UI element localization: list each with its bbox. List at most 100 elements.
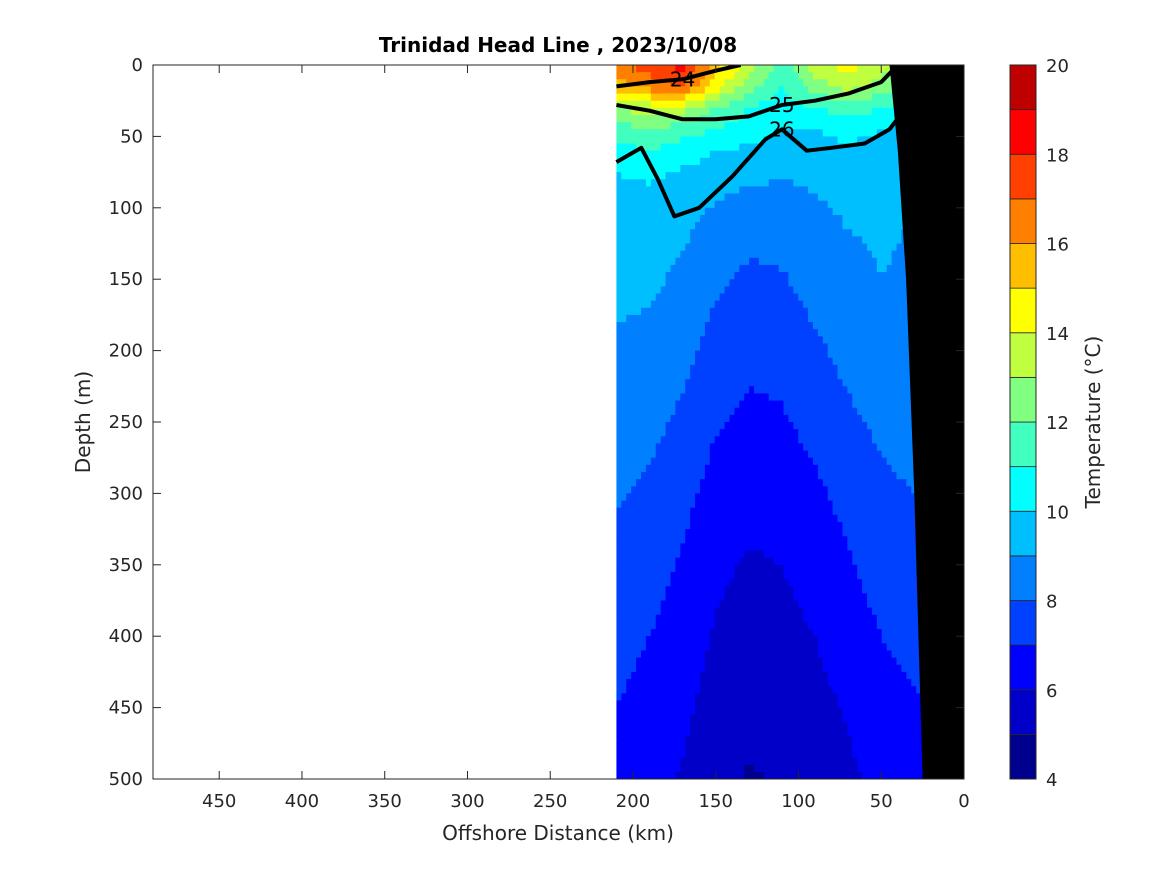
temperature-cell <box>636 250 642 259</box>
temperature-cell <box>636 579 642 587</box>
temperature-cell <box>709 222 716 230</box>
temperature-cell <box>690 686 696 694</box>
temperature-cell <box>660 750 667 759</box>
temperature-cell <box>641 143 647 152</box>
temperature-cell <box>699 193 706 202</box>
temperature-cell <box>636 179 642 187</box>
temperature-cell <box>660 521 667 530</box>
temperature-cell <box>645 407 652 416</box>
temperature-cell <box>650 222 657 230</box>
temperature-cell <box>670 286 676 295</box>
temperature-cell <box>754 500 760 509</box>
temperature-cell <box>680 464 686 473</box>
temperature-cell <box>719 686 726 694</box>
temperature-cell <box>641 714 647 723</box>
temperature-cell <box>734 400 740 409</box>
temperature-cell <box>739 607 745 616</box>
temperature-cell <box>832 414 839 423</box>
temperature-cell <box>798 764 804 773</box>
temperature-cell <box>749 493 755 502</box>
temperature-cell <box>739 686 745 694</box>
temperature-cell <box>645 186 652 195</box>
temperature-cell <box>758 600 765 609</box>
temperature-cell <box>660 464 667 473</box>
temperature-cell <box>631 372 637 380</box>
temperature-cell <box>650 150 657 159</box>
temperature-cell <box>660 443 667 452</box>
temperature-cell <box>641 136 647 145</box>
temperature-cell <box>616 329 622 337</box>
temperature-cell <box>788 443 794 452</box>
temperature-cell <box>778 350 785 359</box>
temperature-cell <box>798 636 804 644</box>
temperature-cell <box>626 243 632 252</box>
temperature-cell <box>734 300 740 309</box>
temperature-cell <box>709 493 716 502</box>
temperature-cell <box>714 164 721 173</box>
temperature-cell <box>714 436 721 445</box>
temperature-cell <box>650 629 657 637</box>
temperature-cell <box>788 336 794 345</box>
temperature-cell <box>690 386 696 395</box>
temperature-cell <box>641 372 647 380</box>
temperature-cell <box>793 593 799 602</box>
temperature-cell <box>621 329 627 337</box>
temperature-cell <box>714 450 721 459</box>
temperature-cell <box>817 157 824 166</box>
temperature-cell <box>631 422 637 430</box>
temperature-cell <box>714 543 721 552</box>
temperature-cell <box>729 72 735 80</box>
temperature-cell <box>734 314 740 323</box>
temperature-cell <box>645 521 652 530</box>
temperature-cell <box>803 750 809 759</box>
temperature-cell <box>793 357 799 366</box>
temperature-cell <box>655 764 662 773</box>
temperature-cell <box>616 357 622 366</box>
temperature-cell <box>808 607 814 616</box>
temperature-cell <box>832 550 839 559</box>
temperature-cell <box>803 729 809 737</box>
temperature-cell <box>734 671 740 680</box>
temperature-cell <box>754 157 760 166</box>
temperature-cell <box>749 79 755 88</box>
temperature-cell <box>803 65 809 73</box>
temperature-cell <box>817 286 824 295</box>
temperature-cell <box>749 257 755 266</box>
temperature-cell <box>641 693 647 702</box>
temperature-cell <box>847 157 853 166</box>
temperature-cell <box>626 529 632 537</box>
temperature-cell <box>749 107 755 116</box>
temperature-cell <box>763 364 770 373</box>
temperature-cell <box>778 750 785 759</box>
temperature-cell <box>744 507 750 516</box>
temperature-cell <box>636 186 642 195</box>
temperature-cell <box>768 721 775 730</box>
temperature-cell <box>793 750 799 759</box>
temperature-cell <box>842 521 848 530</box>
temperature-cell <box>631 607 637 616</box>
temperature-cell <box>749 186 755 195</box>
temperature-cell <box>631 657 637 666</box>
temperature-cell <box>808 743 814 752</box>
temperature-cell <box>798 350 804 359</box>
temperature-cell <box>817 336 824 345</box>
temperature-cell <box>763 614 770 623</box>
temperature-cell <box>857 179 863 187</box>
temperature-cell <box>675 707 681 716</box>
temperature-cell <box>788 193 794 202</box>
temperature-cell <box>695 393 701 402</box>
temperature-cell <box>837 407 844 416</box>
temperature-cell <box>636 200 642 209</box>
temperature-cell <box>645 129 652 137</box>
temperature-cell <box>857 721 863 730</box>
temperature-cell <box>773 307 780 316</box>
temperature-cell <box>719 457 726 466</box>
temperature-cell <box>793 79 799 88</box>
temperature-cell <box>793 693 799 702</box>
temperature-cell <box>803 329 809 337</box>
temperature-cell <box>837 400 844 409</box>
temperature-cell <box>793 93 799 102</box>
temperature-cell <box>773 329 780 337</box>
temperature-cell <box>729 272 735 280</box>
temperature-cell <box>724 607 731 616</box>
